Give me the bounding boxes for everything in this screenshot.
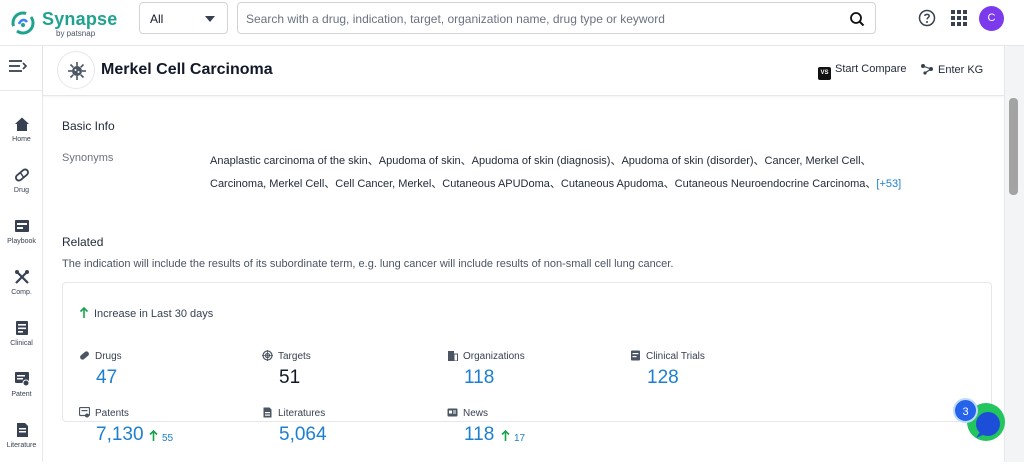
user-avatar[interactable]: C (979, 6, 1004, 31)
nav-item-patent[interactable]: Patent (0, 371, 43, 417)
stat-value: 51 (279, 367, 300, 389)
synapse-logo[interactable]: Synapse by patsnap (10, 6, 120, 40)
stat-delta: 17 (501, 430, 525, 444)
notification-count-badge[interactable]: 3 (953, 398, 978, 423)
virus-icon (67, 61, 87, 81)
synonyms-more-link[interactable]: [+53] (876, 178, 901, 190)
knowledge-graph-icon (920, 63, 934, 75)
stat-targets[interactable]: Targets 51 (262, 350, 432, 400)
stat-news[interactable]: News 118 17 (447, 407, 617, 457)
increase-label: Increase in Last 30 days (94, 308, 213, 320)
stat-delta: 55 (149, 430, 173, 444)
patent-icon (14, 371, 30, 387)
stat-delta-value: 55 (162, 433, 173, 444)
main-content: Merkel Cell Carcinoma VS Start Compare En… (43, 46, 1004, 462)
clinical-icon (14, 320, 30, 336)
stat-label: Organizations (463, 351, 525, 362)
disease-avatar (57, 51, 95, 89)
stat-clinical-trials[interactable]: Clinical Trials 128 (630, 350, 800, 400)
stat-drugs[interactable]: Drugs 47 (79, 350, 249, 400)
stat-delta-value: 17 (514, 433, 525, 444)
search-input[interactable] (246, 10, 836, 28)
nav-item-drug[interactable]: Drug (0, 167, 43, 213)
nav-item-home[interactable]: Home (0, 116, 43, 162)
clinical-icon (630, 350, 641, 361)
stat-value[interactable]: 5,064 (279, 424, 327, 446)
left-nav-rail: Home Drug Playbook Comp. Clinical Patent… (0, 46, 43, 462)
nav-item-label: Patent (0, 391, 43, 398)
organization-icon (447, 350, 458, 361)
related-stats-card: Increase in Last 30 days Drugs 47 Target… (62, 282, 992, 422)
synonyms-text: Carcinoma, Merkel Cell、Cell Cancer, Merk… (210, 178, 876, 190)
stat-patents[interactable]: Patents 7,130 55 (79, 407, 249, 457)
pill-icon (14, 167, 30, 183)
search-icon[interactable] (849, 11, 865, 27)
nav-item-label: Literature (0, 442, 43, 449)
start-compare-label: Start Compare (835, 63, 907, 75)
arrow-up-icon (149, 430, 158, 442)
vertical-scrollbar[interactable] (1004, 46, 1024, 462)
top-bar: Synapse by patsnap All C (0, 0, 1024, 46)
stat-value[interactable]: 128 (647, 367, 679, 389)
target-icon (262, 350, 273, 361)
literature-icon (262, 407, 273, 418)
apps-grid-icon[interactable] (951, 10, 967, 26)
synonyms-text-line-1: Anaplastic carcinoma of the skin、Apudoma… (210, 152, 872, 168)
chevron-down-icon (205, 16, 215, 22)
help-icon[interactable] (918, 9, 936, 27)
arrow-up-icon (79, 307, 89, 319)
stat-literatures[interactable]: Literatures 5,064 (262, 407, 432, 457)
related-heading: Related (62, 235, 103, 249)
stat-label: Literatures (278, 408, 325, 419)
competition-icon (14, 269, 30, 285)
stat-organizations[interactable]: Organizations 118 (447, 350, 617, 400)
stat-value[interactable]: 118 (464, 367, 494, 389)
stat-label: Patents (95, 408, 129, 419)
basic-info-heading: Basic Info (62, 119, 115, 133)
nav-item-competition[interactable]: Comp. (0, 269, 43, 315)
arrow-up-icon (501, 430, 510, 442)
search-scope-select[interactable]: All (139, 2, 228, 34)
brand-name: Synapse (42, 9, 117, 30)
compare-icon: VS (818, 67, 831, 80)
nav-item-label: Clinical (0, 340, 43, 347)
enter-kg-label: Enter KG (938, 64, 983, 76)
synapse-logo-icon (10, 10, 36, 36)
stat-value[interactable]: 7,130 (96, 424, 144, 446)
content-area: Basic Info Synonyms Anaplastic carcinoma… (43, 97, 1004, 462)
nav-item-playbook[interactable]: Playbook (0, 218, 43, 264)
rail-divider (0, 90, 43, 91)
page-title: Merkel Cell Carcinoma (101, 61, 273, 79)
nav-item-label: Drug (0, 187, 43, 194)
nav-item-clinical[interactable]: Clinical (0, 320, 43, 366)
news-icon (447, 407, 458, 418)
start-compare-button[interactable]: VS Start Compare (818, 63, 907, 80)
stat-value[interactable]: 118 (464, 424, 494, 446)
page-header: Merkel Cell Carcinoma VS Start Compare En… (43, 46, 1004, 96)
home-icon (14, 116, 30, 132)
pill-icon (79, 350, 90, 361)
playbook-icon (14, 218, 30, 234)
stat-label: Targets (278, 351, 311, 362)
nav-item-literature[interactable]: Literature (0, 422, 43, 468)
stat-label: Clinical Trials (646, 351, 705, 362)
search-scope-value: All (150, 12, 163, 26)
patent-icon (79, 407, 90, 418)
literature-icon (14, 422, 30, 438)
synonyms-text-line-2: Carcinoma, Merkel Cell、Cell Cancer, Merk… (210, 175, 901, 191)
synonyms-label: Synonyms (62, 152, 113, 164)
scrollbar-thumb[interactable] (1009, 98, 1018, 195)
nav-item-label: Home (0, 136, 43, 143)
stat-label: News (463, 408, 488, 419)
stat-value[interactable]: 47 (96, 367, 117, 389)
search-box (237, 2, 876, 34)
nav-item-label: Comp. (0, 289, 43, 296)
collapse-menu-icon[interactable] (8, 59, 28, 73)
related-description: The indication will include the results … (62, 258, 673, 270)
stat-label: Drugs (95, 351, 122, 362)
increase-indicator: Increase in Last 30 days (79, 307, 213, 320)
enter-kg-button[interactable]: Enter KG (920, 63, 983, 76)
nav-item-label: Playbook (0, 238, 43, 245)
brand-tagline: by patsnap (56, 29, 95, 38)
